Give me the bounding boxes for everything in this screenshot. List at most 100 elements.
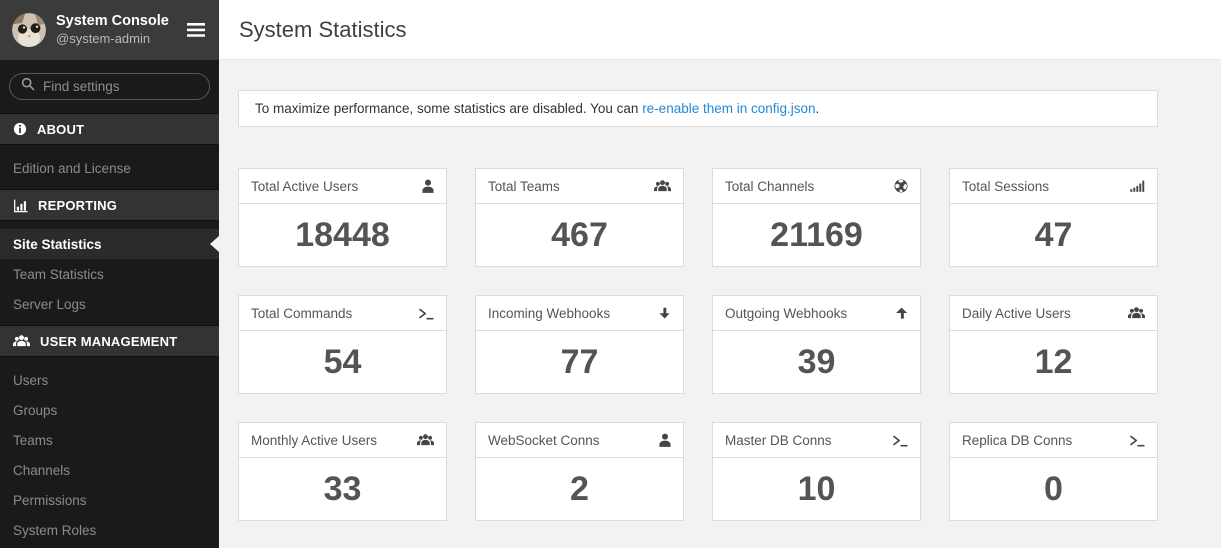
banner-text-after: . — [816, 101, 820, 116]
sidebar: System Console @system-admin ABOUT Editio… — [0, 0, 219, 548]
signal-bars-icon — [1130, 180, 1145, 192]
globe-icon — [894, 179, 908, 193]
section-label: REPORTING — [38, 198, 117, 213]
search-icon — [21, 77, 35, 96]
users-icon — [654, 179, 671, 193]
notice-banner: To maximize performance, some statistics… — [238, 90, 1158, 127]
sidebar-item-users[interactable]: Users — [0, 365, 219, 395]
sidebar-item-permissions[interactable]: Permissions — [0, 485, 219, 515]
stat-title: WebSocket Conns — [488, 433, 600, 448]
stat-card-total-commands: Total Commands 54 — [238, 295, 447, 394]
stat-value: 33 — [239, 458, 446, 520]
main-area: System Statistics To maximize performanc… — [219, 0, 1221, 548]
nav-items: Site StatisticsTeam StatisticsServer Log… — [0, 221, 219, 325]
sidebar-item-edition-and-license[interactable]: Edition and License — [0, 153, 219, 183]
stat-card-incoming-webhooks: Incoming Webhooks 77 — [475, 295, 684, 394]
sidebar-item-site-statistics[interactable]: Site Statistics — [0, 229, 219, 259]
user-icon — [422, 179, 434, 193]
sidebar-item-channels[interactable]: Channels — [0, 455, 219, 485]
user-icon — [659, 433, 671, 447]
stat-card-header: Incoming Webhooks — [476, 296, 683, 331]
sidebar-item-server-logs[interactable]: Server Logs — [0, 289, 219, 319]
user-name: System Console — [56, 12, 169, 31]
stat-card-header: Total Active Users — [239, 169, 446, 204]
avatar — [12, 13, 46, 47]
sidebar-item-teams[interactable]: Teams — [0, 425, 219, 455]
users-icon — [13, 334, 30, 348]
section-header-about: ABOUT — [0, 113, 219, 145]
user-handle: @system-admin — [56, 31, 169, 48]
stat-card-header: Replica DB Conns — [950, 423, 1157, 458]
stat-card-header: Total Channels — [713, 169, 920, 204]
stat-value: 0 — [950, 458, 1157, 520]
stat-value: 467 — [476, 204, 683, 266]
stat-card-header: Daily Active Users — [950, 296, 1157, 331]
stat-value: 2 — [476, 458, 683, 520]
stat-card-header: Monthly Active Users — [239, 423, 446, 458]
terminal-icon — [1129, 434, 1145, 447]
stat-title: Monthly Active Users — [251, 433, 377, 448]
stat-value: 54 — [239, 331, 446, 393]
stat-card-header: Master DB Conns — [713, 423, 920, 458]
sidebar-user-header[interactable]: System Console @system-admin — [0, 0, 219, 60]
search-input[interactable] — [43, 79, 198, 94]
stat-title: Incoming Webhooks — [488, 306, 610, 321]
stats-grid: Total Active Users18448Total Teams467Tot… — [238, 168, 1221, 521]
sidebar-nav: ABOUT Edition and License REPORTING Site St… — [0, 113, 219, 548]
arrow-down-icon — [658, 307, 671, 320]
search-box[interactable] — [9, 73, 210, 100]
stat-title: Outgoing Webhooks — [725, 306, 847, 321]
hamburger-icon — [187, 23, 205, 37]
stat-title: Total Sessions — [962, 179, 1049, 194]
stat-card-websocket-conns: WebSocket Conns 2 — [475, 422, 684, 521]
stat-card-total-teams: Total Teams 467 — [475, 168, 684, 267]
stat-value: 77 — [476, 331, 683, 393]
stat-title: Master DB Conns — [725, 433, 832, 448]
stat-value: 12 — [950, 331, 1157, 393]
stat-value: 47 — [950, 204, 1157, 266]
bar-chart-icon — [13, 198, 28, 213]
users-icon — [1128, 306, 1145, 320]
sidebar-item-system-roles[interactable]: System Roles — [0, 515, 219, 545]
stat-value: 39 — [713, 331, 920, 393]
stat-card-daily-active-users: Daily Active Users12 — [949, 295, 1158, 394]
stat-title: Total Commands — [251, 306, 352, 321]
sidebar-item-team-statistics[interactable]: Team Statistics — [0, 259, 219, 289]
hamburger-menu-button[interactable] — [185, 19, 207, 41]
terminal-icon — [892, 434, 908, 447]
sidebar-item-groups[interactable]: Groups — [0, 395, 219, 425]
arrow-up-icon — [895, 307, 908, 320]
config-json-link[interactable]: re-enable them in config.json — [642, 101, 815, 116]
banner-text: To maximize performance, some statistics… — [255, 101, 642, 116]
section-header-reporting: REPORTING — [0, 189, 219, 221]
nav-items: Edition and License — [0, 145, 219, 189]
cat-avatar — [12, 13, 46, 47]
stat-title: Replica DB Conns — [962, 433, 1072, 448]
user-meta: System Console @system-admin — [56, 12, 169, 48]
info-icon — [13, 122, 27, 136]
search-wrap — [0, 60, 219, 113]
stat-card-monthly-active-users: Monthly Active Users 33 — [238, 422, 447, 521]
stat-title: Total Teams — [488, 179, 560, 194]
stat-value: 18448 — [239, 204, 446, 266]
stat-card-header: Outgoing Webhooks — [713, 296, 920, 331]
stat-card-total-channels: Total Channels21169 — [712, 168, 921, 267]
nav-items: UsersGroupsTeamsChannelsPermissionsSyste… — [0, 357, 219, 548]
content: To maximize performance, some statistics… — [219, 60, 1221, 548]
section-label: ABOUT — [37, 122, 84, 137]
app-window: System Console @system-admin ABOUT Editio… — [0, 0, 1221, 548]
stat-value: 10 — [713, 458, 920, 520]
stat-card-outgoing-webhooks: Outgoing Webhooks 39 — [712, 295, 921, 394]
stat-card-total-sessions: Total Sessions 47 — [949, 168, 1158, 267]
stat-card-header: Total Teams — [476, 169, 683, 204]
users-icon — [417, 433, 434, 447]
stat-value: 21169 — [713, 204, 920, 266]
stat-card-header: WebSocket Conns — [476, 423, 683, 458]
stat-card-header: Total Sessions — [950, 169, 1157, 204]
section-label: USER MANAGEMENT — [40, 334, 177, 349]
stat-card-replica-db-conns: Replica DB Conns 0 — [949, 422, 1158, 521]
page-title: System Statistics — [239, 17, 406, 43]
stat-card-total-active-users: Total Active Users 18448 — [238, 168, 447, 267]
stat-title: Total Active Users — [251, 179, 358, 194]
terminal-icon — [418, 307, 434, 320]
